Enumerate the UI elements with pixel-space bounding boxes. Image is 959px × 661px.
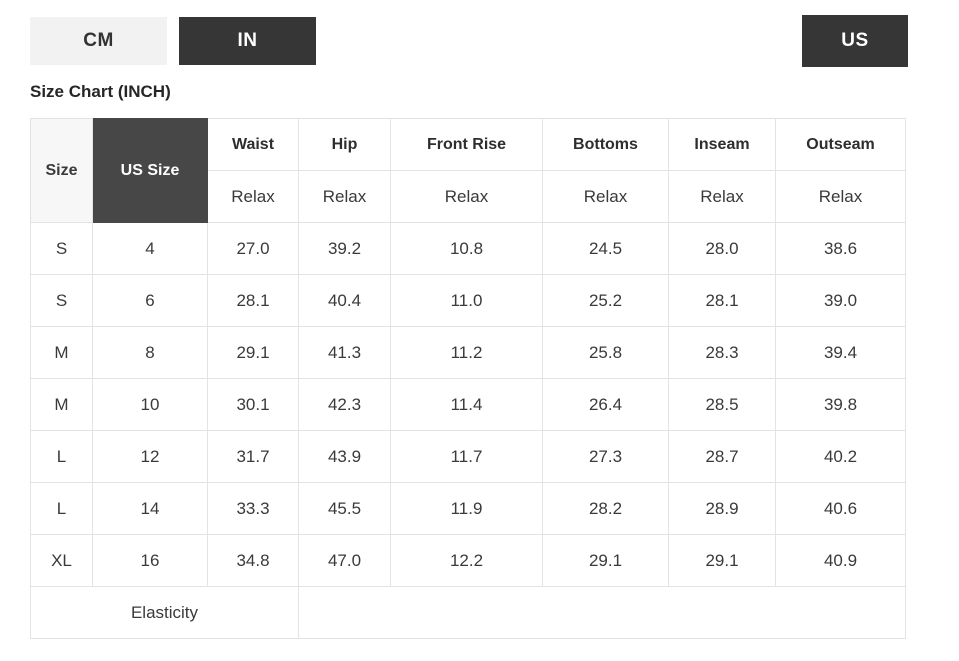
- table-row: S 6 28.1 40.4 11.0 25.2 28.1 39.0: [30, 274, 906, 327]
- outseam-column-header: Outseam: [775, 118, 906, 171]
- table-row: L 14 33.3 45.5 11.9 28.2 28.9 40.6: [30, 482, 906, 535]
- table-row: M 10 30.1 42.3 11.4 26.4 28.5 39.8: [30, 378, 906, 431]
- measurement-cell: 39.2: [298, 222, 391, 275]
- measurement-cell: 31.7: [207, 430, 299, 483]
- measurement-cell: 28.2: [542, 482, 669, 535]
- size-cell: M: [30, 326, 93, 379]
- size-table-body: S 4 27.0 39.2 10.8 24.5 28.0 38.6 S 6 28.1 40.4 11.0…: [30, 222, 906, 587]
- measurement-cell: 27.0: [207, 222, 299, 275]
- size-chart-table: Size US Size Waist Hip Front Rise Bottom…: [30, 118, 906, 639]
- measurement-cell: 38.6: [775, 222, 906, 275]
- size-column-header: Size: [30, 118, 93, 223]
- bottoms-column-header: Bottoms: [542, 118, 669, 171]
- us-size-cell: 12: [92, 430, 208, 483]
- measurement-cell: 42.3: [298, 378, 391, 431]
- us-size-cell: 6: [92, 274, 208, 327]
- measurement-cell: 11.0: [390, 274, 543, 327]
- region-us-button[interactable]: US: [802, 15, 908, 67]
- table-row: L 12 31.7 43.9 11.7 27.3 28.7 40.2: [30, 430, 906, 483]
- measurement-cell: 28.9: [668, 482, 776, 535]
- front-rise-column-header: Front Rise: [390, 118, 543, 171]
- measurement-cell: 25.8: [542, 326, 669, 379]
- measurement-cell: 28.1: [207, 274, 299, 327]
- table-fit-row: Relax Relax Relax Relax Relax Relax: [31, 170, 906, 223]
- unit-toggle-in-button[interactable]: IN: [179, 17, 316, 65]
- measurement-cell: 47.0: [298, 534, 391, 587]
- waist-fit-cell: Relax: [207, 170, 299, 223]
- size-cell: M: [30, 378, 93, 431]
- size-cell: L: [30, 430, 93, 483]
- measurement-cell: 29.1: [207, 326, 299, 379]
- measurement-cell: 26.4: [542, 378, 669, 431]
- measurement-cell: 30.1: [207, 378, 299, 431]
- us-size-cell: 8: [92, 326, 208, 379]
- measurement-cell: 29.1: [668, 534, 776, 587]
- size-cell: L: [30, 482, 93, 535]
- hip-fit-cell: Relax: [298, 170, 391, 223]
- size-cell: S: [30, 222, 93, 275]
- size-chart-title: Size Chart (INCH): [30, 82, 171, 101]
- measurement-cell: 40.6: [775, 482, 906, 535]
- measurement-cell: 11.2: [390, 326, 543, 379]
- measurement-cell: 24.5: [542, 222, 669, 275]
- measurement-cell: 40.2: [775, 430, 906, 483]
- front-rise-fit-cell: Relax: [390, 170, 543, 223]
- measurement-cell: 41.3: [298, 326, 391, 379]
- measurement-cell: 11.9: [390, 482, 543, 535]
- inseam-column-header: Inseam: [668, 118, 776, 171]
- us-size-cell: 14: [92, 482, 208, 535]
- us-size-cell: 10: [92, 378, 208, 431]
- size-cell: XL: [30, 534, 93, 587]
- elasticity-label-cell: Elasticity: [30, 586, 299, 639]
- hip-column-header: Hip: [298, 118, 391, 171]
- measurement-cell: 27.3: [542, 430, 669, 483]
- measurement-cell: 40.9: [775, 534, 906, 587]
- measurement-cell: 39.4: [775, 326, 906, 379]
- measurement-cell: 33.3: [207, 482, 299, 535]
- measurement-cell: 28.1: [668, 274, 776, 327]
- us-size-cell: 16: [92, 534, 208, 587]
- table-row: S 4 27.0 39.2 10.8 24.5 28.0 38.6: [30, 222, 906, 275]
- measurement-cell: 11.7: [390, 430, 543, 483]
- size-cell: S: [30, 274, 93, 327]
- waist-column-header: Waist: [207, 118, 299, 171]
- measurement-cell: 28.5: [668, 378, 776, 431]
- measurement-cell: 25.2: [542, 274, 669, 327]
- measurement-cell: 28.0: [668, 222, 776, 275]
- table-header-row: Size US Size Waist Hip Front Rise Bottom…: [30, 118, 906, 223]
- measurement-cell: 40.4: [298, 274, 391, 327]
- bottoms-fit-cell: Relax: [542, 170, 669, 223]
- measurement-cell: 29.1: [542, 534, 669, 587]
- us-size-cell: 4: [92, 222, 208, 275]
- elasticity-row: Elasticity: [30, 586, 906, 639]
- measurement-cell: 28.3: [668, 326, 776, 379]
- measurement-cell: 10.8: [390, 222, 543, 275]
- outseam-fit-cell: Relax: [775, 170, 906, 223]
- inseam-fit-cell: Relax: [668, 170, 776, 223]
- measurement-cell: 45.5: [298, 482, 391, 535]
- table-row: M 8 29.1 41.3 11.2 25.8 28.3 39.4: [30, 326, 906, 379]
- measurement-cell: 28.7: [668, 430, 776, 483]
- elasticity-empty-cell: [298, 586, 906, 639]
- us-size-column-header: US Size: [92, 118, 208, 223]
- measurement-cell: 12.2: [390, 534, 543, 587]
- measurement-cell: 11.4: [390, 378, 543, 431]
- measurement-cell: 39.0: [775, 274, 906, 327]
- unit-toggle-cm-button[interactable]: CM: [30, 17, 167, 65]
- measurement-cell: 34.8: [207, 534, 299, 587]
- measurement-cell: 43.9: [298, 430, 391, 483]
- table-row: XL 16 34.8 47.0 12.2 29.1 29.1 40.9: [30, 534, 906, 587]
- measurement-cell: 39.8: [775, 378, 906, 431]
